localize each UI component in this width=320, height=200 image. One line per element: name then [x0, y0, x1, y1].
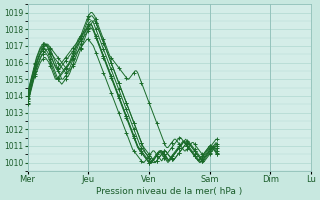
- X-axis label: Pression niveau de la mer( hPa ): Pression niveau de la mer( hPa ): [96, 187, 242, 196]
